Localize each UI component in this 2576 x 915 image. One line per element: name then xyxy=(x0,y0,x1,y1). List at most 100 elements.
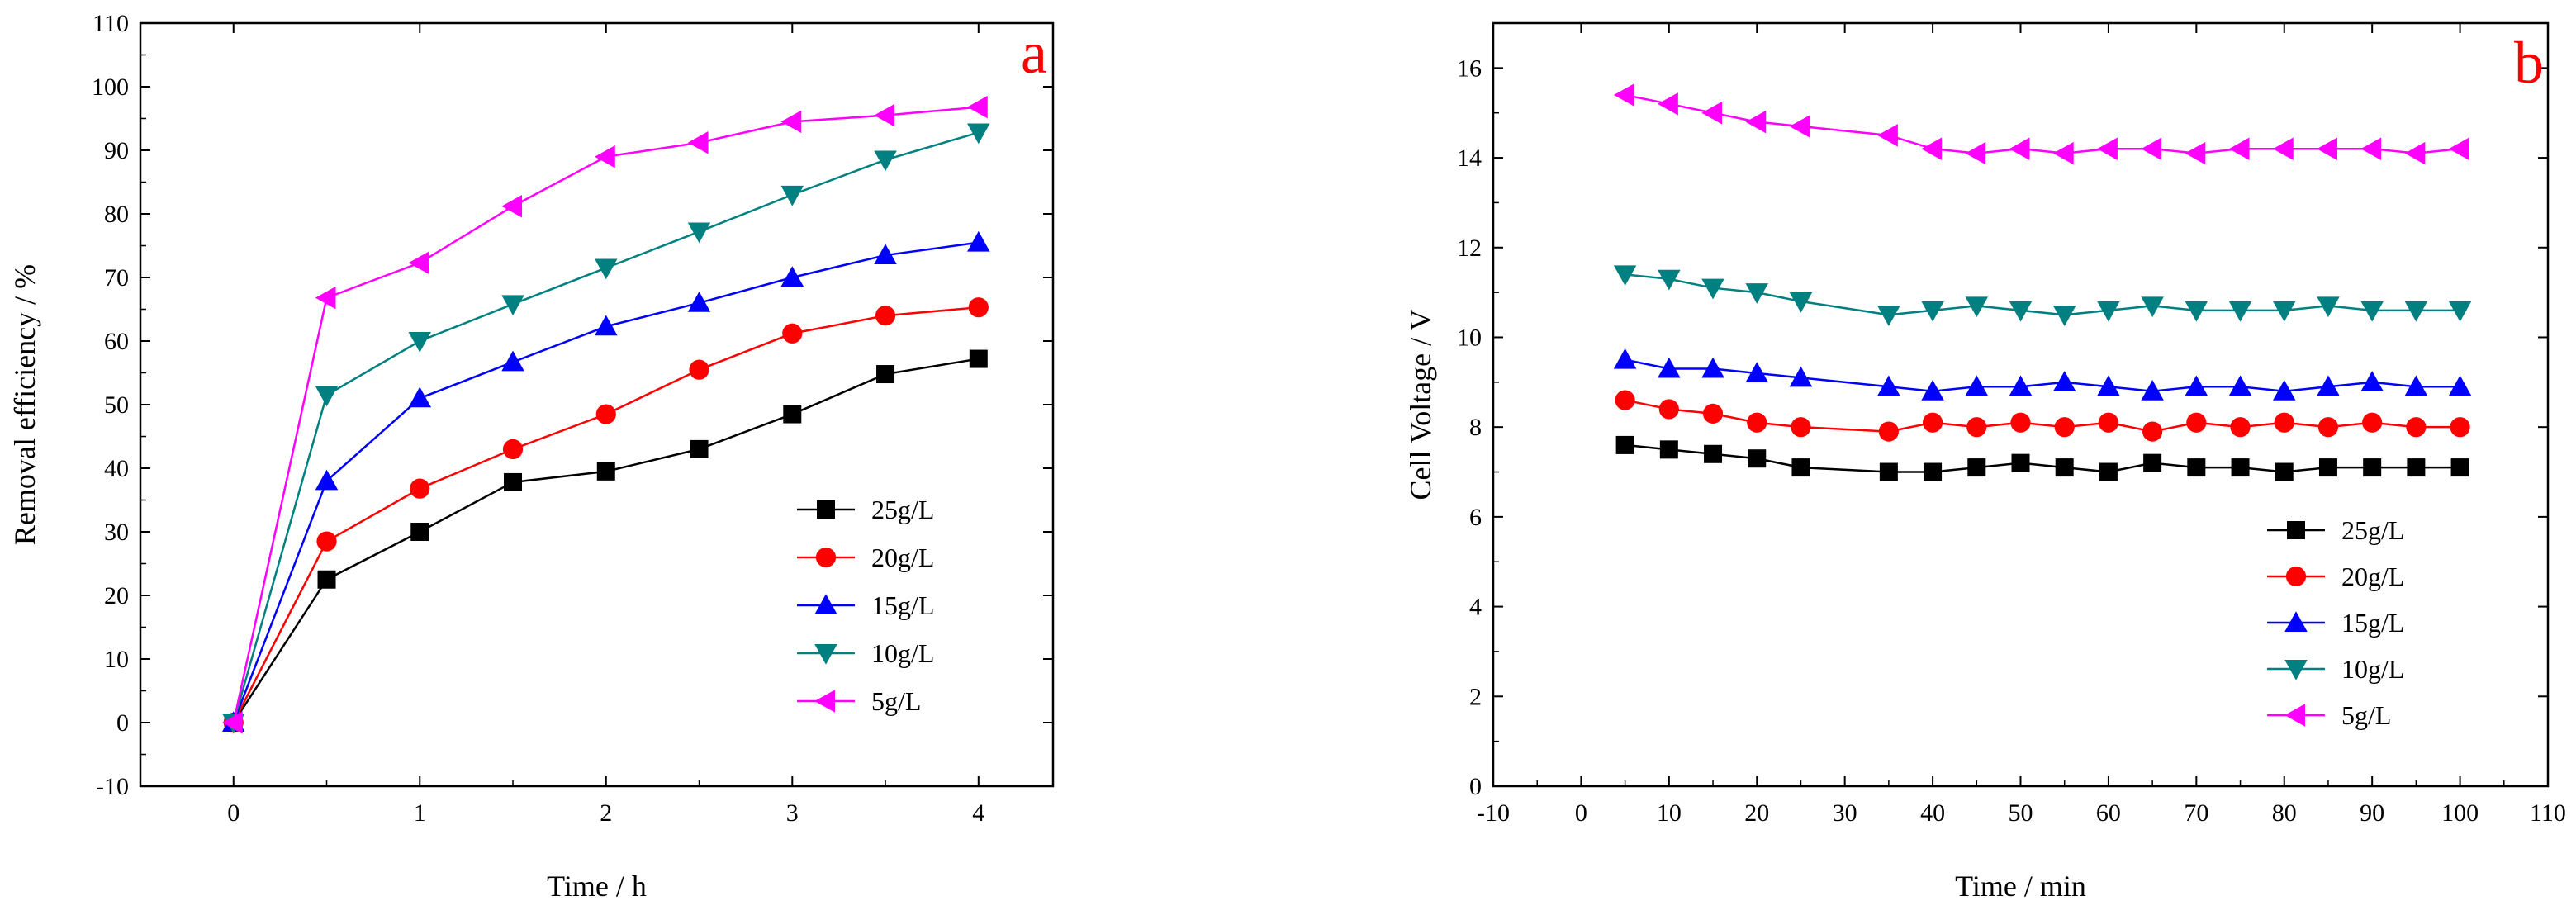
legend-marker xyxy=(814,690,835,713)
series-20g/L xyxy=(1615,390,2470,442)
data-point xyxy=(874,244,897,265)
data-point xyxy=(1701,278,1724,300)
y-tick-label: 2 xyxy=(1469,683,1482,710)
data-point xyxy=(2054,417,2075,438)
legend: 25g/L 20g/L 15g/L 10g/L 5g/L xyxy=(797,495,934,716)
data-point xyxy=(2009,137,2030,160)
series-25g/L xyxy=(224,349,988,732)
x-tick-label: 100 xyxy=(2441,799,2479,827)
data-point xyxy=(595,404,616,424)
data-point xyxy=(2141,296,2164,318)
data-point xyxy=(1658,357,1681,378)
data-point xyxy=(1613,348,1637,369)
data-point xyxy=(1967,458,1986,477)
data-point xyxy=(1659,440,1678,459)
data-point xyxy=(408,251,429,275)
x-tick-label: 40 xyxy=(1920,799,1945,827)
data-point xyxy=(316,531,337,552)
data-point xyxy=(595,315,618,336)
data-point xyxy=(2406,417,2427,438)
series-15g/L xyxy=(222,230,990,732)
y-tick-label: 4 xyxy=(1469,594,1482,621)
series-10g/L xyxy=(222,123,990,734)
legend-label: 25g/L xyxy=(871,495,934,524)
data-point xyxy=(2228,375,2252,396)
data-point xyxy=(1965,296,1989,318)
legend-label: 5g/L xyxy=(2341,700,2391,730)
panel-label: b xyxy=(2514,30,2544,96)
data-point xyxy=(967,123,990,145)
y-tick-label: 100 xyxy=(92,73,129,101)
data-point xyxy=(969,349,988,368)
x-tick-label: 10 xyxy=(1657,799,1682,827)
data-point xyxy=(1745,362,1768,382)
data-point xyxy=(2230,417,2251,438)
data-point xyxy=(1613,265,1637,287)
panel-label: a xyxy=(1021,20,1047,86)
data-point xyxy=(1922,412,1943,433)
data-point xyxy=(2009,375,2033,396)
data-point xyxy=(968,297,989,318)
data-point xyxy=(687,292,711,312)
data-point xyxy=(1615,390,1635,410)
data-point xyxy=(874,150,897,172)
series-line xyxy=(232,131,980,723)
data-point xyxy=(1789,366,1813,387)
data-point xyxy=(410,478,430,499)
data-point xyxy=(2098,412,2119,433)
data-point xyxy=(2448,301,2472,322)
x-tick-label: 3 xyxy=(786,799,799,827)
data-point xyxy=(782,323,803,344)
data-point xyxy=(2228,301,2252,322)
data-point xyxy=(315,469,339,491)
chart-panel-a: 0 1 2 3 4 -10 0 10 20 30 40 50 60 70 80 90 100 110 Time / … xyxy=(8,10,1055,903)
legend-marker xyxy=(814,594,837,614)
data-point xyxy=(2273,379,2296,401)
x-tick-label: 2 xyxy=(600,799,612,827)
data-point xyxy=(1921,137,1943,160)
y-tick-label: 30 xyxy=(104,519,129,546)
legend-label: 15g/L xyxy=(871,590,934,620)
data-point xyxy=(1615,435,1634,454)
data-point xyxy=(2228,137,2250,160)
data-point xyxy=(2317,417,2339,438)
y-axis-label: Cell Voltage / V xyxy=(1404,309,1437,500)
data-point xyxy=(1745,283,1768,304)
y-tick-label: 12 xyxy=(1457,235,1482,262)
data-point xyxy=(874,103,895,127)
data-point xyxy=(2362,412,2383,433)
series-25g/L xyxy=(1615,435,2469,481)
data-point xyxy=(2052,371,2076,391)
data-point xyxy=(1965,375,1989,396)
series-10g/L xyxy=(1613,265,2472,327)
data-point xyxy=(2011,453,2030,472)
data-point xyxy=(2055,458,2074,477)
data-point xyxy=(2450,458,2469,477)
data-point xyxy=(222,711,243,734)
data-point xyxy=(2360,371,2384,391)
y-tick-label: 6 xyxy=(1469,504,1482,531)
y-tick-label: 10 xyxy=(104,646,129,673)
data-point xyxy=(2318,458,2337,477)
data-point xyxy=(780,110,802,134)
series-5g/L xyxy=(222,95,988,734)
data-point xyxy=(595,145,615,168)
x-axis-label: Time / h xyxy=(547,870,647,903)
data-point xyxy=(2363,458,2382,477)
data-point xyxy=(2185,301,2208,322)
data-point xyxy=(1789,115,1810,138)
y-tick-label: 0 xyxy=(1469,773,1482,800)
legend-marker xyxy=(815,547,837,568)
data-point xyxy=(2052,306,2076,327)
legend-label: 25g/L xyxy=(2341,515,2404,545)
data-point xyxy=(1704,444,1723,463)
data-point xyxy=(783,405,802,424)
data-point xyxy=(876,365,895,384)
legend-marker xyxy=(817,500,835,519)
data-point xyxy=(2097,301,2120,322)
series-line xyxy=(232,306,979,723)
data-point xyxy=(687,222,711,244)
data-point xyxy=(875,306,896,326)
data-point xyxy=(1701,101,1723,125)
